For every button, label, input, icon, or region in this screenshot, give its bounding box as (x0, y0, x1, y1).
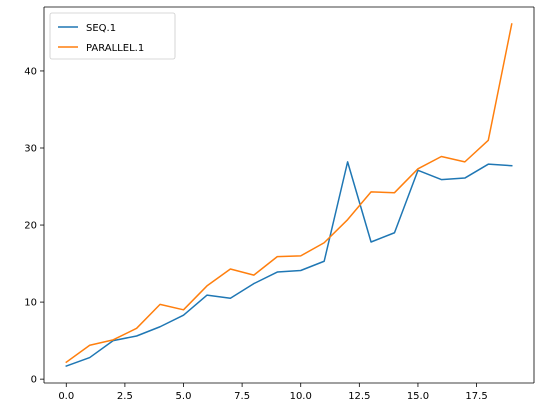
y-tick-label: 0 (31, 375, 37, 386)
legend-label-0: SEQ.1 (86, 23, 116, 34)
y-tick-label: 40 (24, 66, 37, 77)
series-line-1 (65, 23, 513, 364)
x-tick-label: 5.0 (176, 391, 192, 402)
y-tick-label: 20 (24, 221, 37, 232)
x-tick-label: 2.5 (117, 391, 133, 402)
legend-label-1: PARALLEL.1 (86, 43, 144, 54)
legend: SEQ.1 PARALLEL.1 (49, 12, 176, 60)
series-line-0 (65, 161, 513, 368)
y-tick-label: 10 (24, 298, 37, 309)
plot-area (44, 7, 534, 383)
x-tick-label: 10.0 (290, 391, 312, 402)
y-tick-label: 30 (24, 144, 37, 155)
series-layer (65, 23, 513, 368)
x-tick-label: 0.0 (58, 391, 74, 402)
x-tick-label: 17.5 (465, 391, 487, 402)
x-tick-label: 15.0 (407, 391, 429, 402)
x-tick-label: 7.5 (234, 391, 250, 402)
plot-background (44, 7, 534, 383)
legend-box (49, 12, 176, 60)
axes-layer: 0.0 2.5 5.0 7.5 10.0 12.5 15.0 17.5 0 10 20 30 40 (24, 6, 535, 402)
x-tick-label: 12.5 (348, 391, 370, 402)
